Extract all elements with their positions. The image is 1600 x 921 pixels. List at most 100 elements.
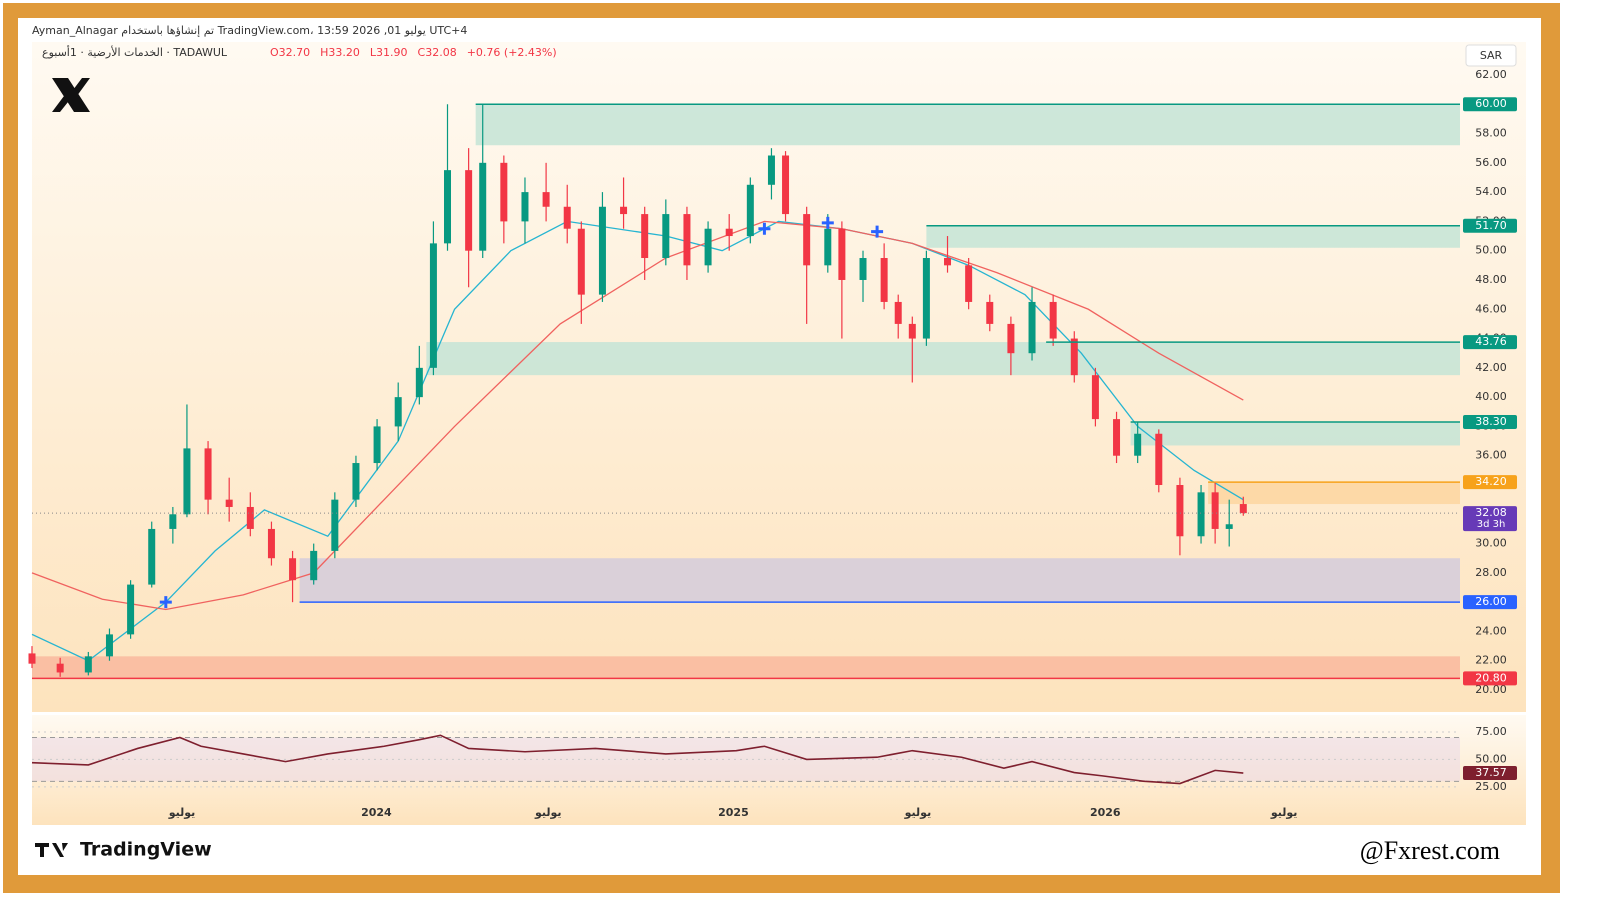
- y-tick-label: 58.00: [1475, 127, 1507, 140]
- y-tick-label: 20.00: [1475, 683, 1507, 696]
- x-tick-label: 2025: [718, 806, 749, 819]
- level-label: 43.76: [1475, 335, 1507, 348]
- rsi-line: [31, 734, 1244, 785]
- y-tick-label: 50.00: [1475, 244, 1507, 257]
- ohlc-value: +0.76 (+2.43%): [467, 46, 557, 59]
- zone: [426, 342, 1461, 376]
- level-label-box: [1463, 218, 1517, 233]
- candle-body: [1134, 433, 1142, 456]
- candle-body: [267, 528, 275, 559]
- candle-body: [1155, 433, 1163, 486]
- level-label-box: [1463, 97, 1517, 112]
- candle-body: [1225, 524, 1233, 529]
- candle-body: [922, 258, 930, 339]
- candle-body: [352, 463, 360, 500]
- candle-body: [746, 184, 754, 237]
- rsi-value-label: 37.57: [1475, 766, 1507, 779]
- currency: SAR: [1480, 49, 1503, 62]
- ohlc-value: H33.20: [320, 46, 360, 59]
- header-line: Ayman_Alnagar تم إنشاؤها باستخدام Tradin…: [32, 24, 467, 37]
- candle-body: [1028, 301, 1036, 354]
- plot: 20.0022.0024.0026.0028.0030.0032.0034.00…: [28, 68, 1517, 819]
- candle-body: [908, 323, 916, 339]
- candle-body: [521, 192, 529, 222]
- candle-body: [127, 584, 135, 635]
- candle-body: [803, 214, 811, 266]
- level-label: 38.30: [1475, 415, 1507, 428]
- rsi-value-box: [1463, 766, 1517, 781]
- candle-body: [577, 228, 585, 295]
- y-tick-label: 30.00: [1475, 537, 1507, 550]
- level-label-box: [1463, 475, 1517, 490]
- candle-body: [598, 206, 606, 295]
- candle-body: [782, 155, 790, 215]
- x-tick-label: 2026: [1090, 806, 1121, 819]
- candle-body: [500, 162, 508, 222]
- level-label: 60.00: [1475, 97, 1507, 110]
- candle-body: [725, 228, 733, 237]
- zone: [1208, 482, 1460, 505]
- candle-body: [1113, 419, 1121, 456]
- candle-body: [1197, 492, 1205, 537]
- candle-body: [373, 426, 381, 464]
- signal-marker: [758, 222, 771, 235]
- candle-body: [1049, 301, 1057, 339]
- level-label-box: [1463, 415, 1517, 430]
- candle-body: [965, 265, 973, 302]
- candle-body: [415, 367, 423, 398]
- candle-body: [859, 258, 867, 280]
- last-price-label: 32.08: [1475, 506, 1507, 519]
- candle-body: [1007, 323, 1015, 354]
- zone: [1130, 422, 1460, 446]
- rsi-tick-label: 50.00: [1475, 752, 1507, 765]
- zone: [926, 225, 1460, 248]
- level-label: 20.80: [1475, 671, 1507, 684]
- y-tick-label: 42.00: [1475, 361, 1507, 374]
- candle-body: [944, 258, 952, 266]
- x-tick-label: يوليو: [1270, 806, 1298, 819]
- candle-body: [620, 206, 628, 215]
- candle-body: [310, 550, 318, 581]
- y-tick-label: 46.00: [1475, 302, 1507, 315]
- candle-body: [56, 663, 64, 673]
- brand: TradingView: [80, 839, 212, 861]
- countdown: 3d 3h: [1477, 519, 1506, 530]
- candle-body: [641, 214, 649, 259]
- candle-body: [225, 499, 233, 507]
- ohlc-value: L31.90: [370, 46, 408, 59]
- level-label: 34.20: [1475, 475, 1507, 488]
- x-tick-label: 2024: [361, 806, 392, 819]
- tv-logo: [35, 843, 68, 857]
- candle-body: [662, 214, 670, 259]
- candle-body: [204, 448, 212, 500]
- candle-body: [1070, 338, 1078, 376]
- candle-body: [986, 301, 994, 324]
- y-tick-label: 56.00: [1475, 156, 1507, 169]
- level-label-box: [1463, 335, 1517, 350]
- candle-body: [429, 243, 437, 368]
- candle-body: [169, 514, 177, 529]
- x-tick-label: يوليو: [904, 806, 932, 819]
- candle-body: [479, 162, 487, 251]
- rsi-tick-label: 25.00: [1475, 780, 1507, 793]
- y-tick-label: 62.00: [1475, 68, 1507, 81]
- ohlc-value: C32.08: [418, 46, 457, 59]
- credit: @Fxrest.com: [1360, 836, 1500, 865]
- signal-marker: [821, 216, 834, 229]
- candle-body: [894, 301, 902, 324]
- last-price-box: [1463, 506, 1517, 532]
- logo-x: [52, 78, 90, 112]
- candle-body: [289, 558, 297, 581]
- y-tick-label: 22.00: [1475, 654, 1507, 667]
- candle-body: [105, 634, 113, 657]
- rsi-tick-label: 75.00: [1475, 725, 1507, 738]
- x-tick-label: يوليو: [168, 806, 196, 819]
- zone: [475, 104, 1460, 146]
- x-tick-label: يوليو: [534, 806, 562, 819]
- signal-marker: [159, 596, 172, 609]
- level-label-box: [1463, 671, 1517, 686]
- candle-body: [767, 155, 775, 185]
- ohlc-legend: O32.70 H33.20 L31.90 C32.08 +0.76 (+2.43%): [270, 46, 557, 59]
